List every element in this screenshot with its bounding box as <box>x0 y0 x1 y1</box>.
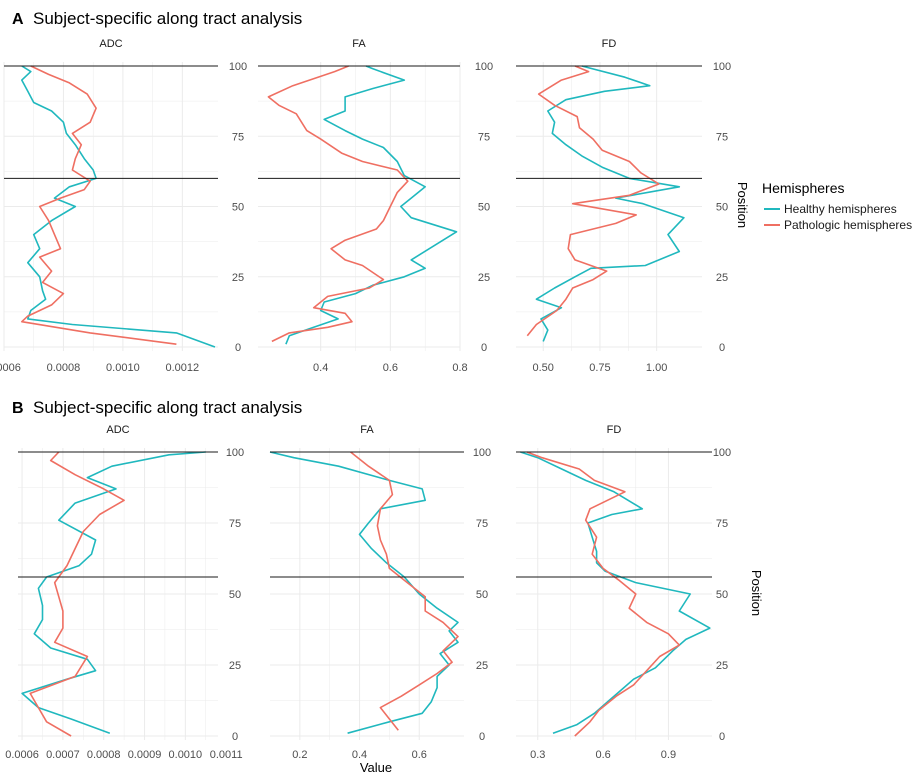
y-tick-label: 0 <box>481 342 487 354</box>
y-tick-label: 75 <box>232 131 244 143</box>
series-line-pathologic <box>526 451 681 737</box>
y-tick-label: 100 <box>475 61 493 73</box>
legend-label-healthy: Healthy hemispheres <box>784 202 897 216</box>
y-tick-label: 25 <box>476 660 488 672</box>
x-tick-label: 0.50 <box>533 362 554 374</box>
y-tick-label: 25 <box>478 272 490 284</box>
x-tick-label: 0.0006 <box>5 749 39 761</box>
x-tick-label: 0.0011 <box>210 749 243 761</box>
x-axis-title: Value <box>360 760 392 775</box>
x-tick-label: 0.2 <box>292 749 307 761</box>
series-line-pathologic <box>29 451 125 737</box>
x-tick-label: 0.0008 <box>87 749 121 761</box>
y-tick-label: 50 <box>229 589 241 601</box>
y-tick-label: 75 <box>716 518 728 530</box>
series-line-healthy <box>520 451 711 734</box>
x-tick-label: 0.8 <box>452 362 467 374</box>
panel-title: Subject-specific along tract analysis <box>33 9 302 28</box>
y-tick-label: 50 <box>716 202 728 214</box>
grid <box>270 448 464 740</box>
x-tick-label: 0.0010 <box>169 749 203 761</box>
grid <box>3 62 218 351</box>
legend: Hemispheres Healthy hemispheres Patholog… <box>762 180 912 232</box>
series-line-healthy <box>21 451 206 734</box>
facet-adc: ADC 0.0006 0.0007 0.0008 0.0009 0.0010 0.0011 0… <box>5 424 244 761</box>
y-tick-label: 75 <box>716 131 728 143</box>
series-line-pathologic <box>21 65 177 345</box>
legend-label-pathologic: Pathologic hemispheres <box>784 218 912 232</box>
x-tick-label: 0.0012 <box>166 362 200 374</box>
grid <box>258 62 461 351</box>
facet-adc: ADC 0.0006 0.0008 0.0010 0.0012 0 25 50 75 100 <box>0 38 247 374</box>
legend-title: Hemispheres <box>762 180 844 196</box>
y-axis-title: Position <box>749 570 764 616</box>
x-tick-label: 0.0009 <box>128 749 162 761</box>
y-tick-label: 50 <box>716 589 728 601</box>
facet-fd: FD 0.50 0.75 1.00 0 25 50 75 100 <box>516 38 731 374</box>
facet-label: FD <box>602 38 617 50</box>
panel-letter: A <box>12 11 24 28</box>
series-line-healthy <box>269 451 459 734</box>
x-tick-label: 0.3 <box>530 749 545 761</box>
x-tick-label: 0.0010 <box>106 362 140 374</box>
y-tick-label: 25 <box>232 272 244 284</box>
series-line-pathologic <box>350 451 459 731</box>
y-tick-label: 50 <box>476 589 488 601</box>
y-tick-label: 25 <box>716 660 728 672</box>
y-tick-label: 0 <box>479 731 485 743</box>
x-tick-label: 1.00 <box>646 362 667 374</box>
facet-label: FA <box>360 424 374 436</box>
grid <box>516 62 702 351</box>
x-tick-label: 0.0006 <box>0 362 21 374</box>
series-line-pathologic <box>526 65 660 337</box>
panel-B: B Subject-specific along tract analysis AD… <box>5 398 764 761</box>
legend-entry-pathologic: Pathologic hemispheres <box>764 218 912 232</box>
facet-fd: FD 0.3 0.6 0.9 0 25 50 75 100 <box>516 424 731 761</box>
y-tick-label: 75 <box>229 518 241 530</box>
series-line-healthy <box>285 65 458 345</box>
x-tick-label: 0.4 <box>313 362 328 374</box>
panel-title: Subject-specific along tract analysis <box>33 398 302 417</box>
y-tick-label: 50 <box>478 202 490 214</box>
y-tick-label: 50 <box>232 202 244 214</box>
y-tick-label: 0 <box>235 342 241 354</box>
facet-fa: FA 0.2 0.4 0.6 0 25 50 75 100 <box>269 424 491 761</box>
y-tick-label: 100 <box>229 61 247 73</box>
series-line-healthy <box>21 65 216 348</box>
facet-label: ADC <box>99 38 122 50</box>
y-tick-label: 0 <box>232 731 238 743</box>
y-tick-label: 100 <box>226 447 244 459</box>
grid <box>516 448 712 740</box>
y-tick-label: 100 <box>473 447 491 459</box>
facet-label: ADC <box>106 424 129 436</box>
facet-label: FD <box>607 424 622 436</box>
x-tick-label: 0.0007 <box>46 749 80 761</box>
x-tick-label: 0.9 <box>661 749 676 761</box>
y-tick-label: 25 <box>229 660 241 672</box>
facet-label: FA <box>352 38 366 50</box>
x-tick-label: 0.6 <box>383 362 398 374</box>
y-tick-label: 75 <box>478 131 490 143</box>
x-tick-label: 0.6 <box>412 749 427 761</box>
y-tick-label: 0 <box>719 342 725 354</box>
x-tick-label: 0.6 <box>595 749 610 761</box>
legend-entry-healthy: Healthy hemispheres <box>764 202 897 216</box>
y-axis-title: Position <box>735 182 750 228</box>
facet-fa: FA 0.4 0.6 0.8 0 25 50 75 100 <box>258 38 493 374</box>
panel-A: A Subject-specific along tract analysis AD… <box>0 9 750 374</box>
y-tick-label: 100 <box>713 61 731 73</box>
y-tick-label: 0 <box>719 731 725 743</box>
x-tick-label: 0.0008 <box>47 362 81 374</box>
y-tick-label: 100 <box>713 447 731 459</box>
y-tick-label: 25 <box>716 272 728 284</box>
y-tick-label: 75 <box>476 518 488 530</box>
x-tick-label: 0.4 <box>352 749 367 761</box>
panel-letter: B <box>12 400 24 417</box>
series-line-pathologic <box>267 65 409 343</box>
x-tick-label: 0.75 <box>589 362 610 374</box>
grid <box>18 448 218 740</box>
chart-root: A Subject-specific along tract analysis AD… <box>0 9 764 761</box>
